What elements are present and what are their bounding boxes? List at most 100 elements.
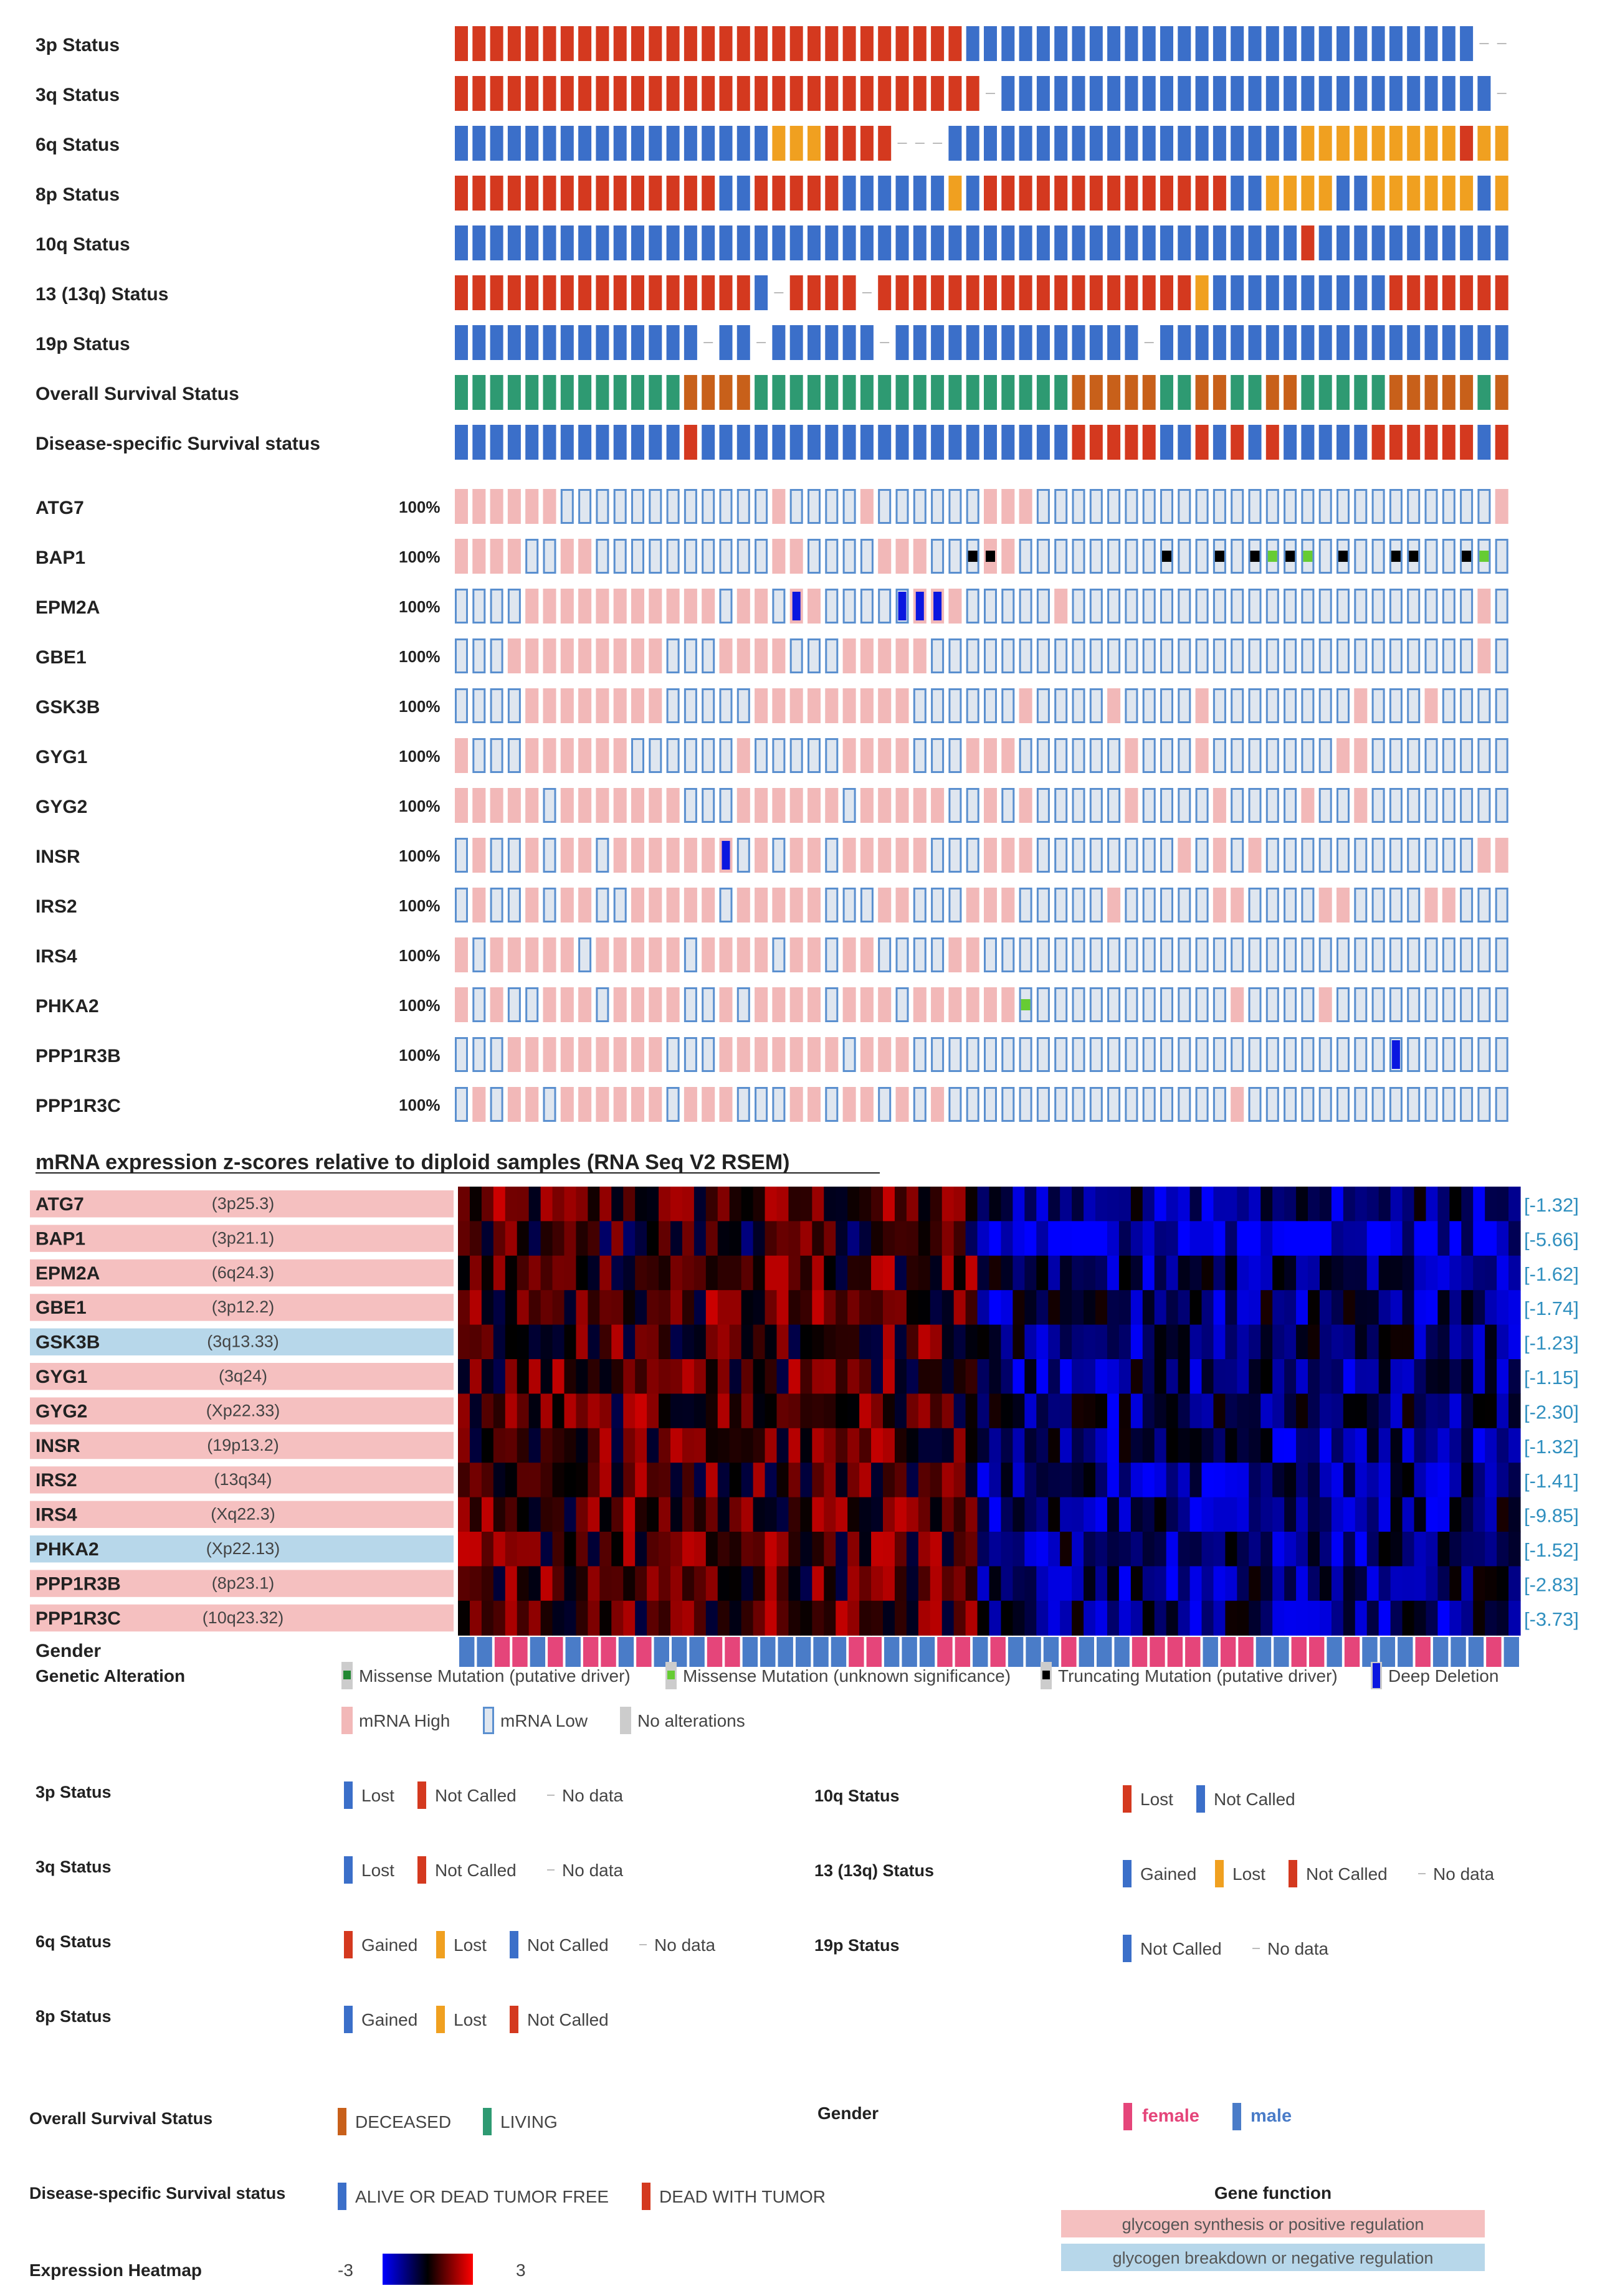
mrna-low-cell	[1160, 1087, 1173, 1122]
heatmap-cell	[1508, 1187, 1521, 1222]
heatmap-cell	[883, 1600, 895, 1636]
heatmap-cell	[1402, 1532, 1415, 1567]
heatmap-cell	[953, 1497, 966, 1532]
heatmap-cell	[1272, 1428, 1285, 1463]
mrna-low-cell	[789, 738, 803, 773]
heatmap-cell	[1473, 1566, 1485, 1601]
heatmap-cell	[458, 1221, 470, 1256]
heatmap-cell	[705, 1428, 718, 1463]
heatmap-cell	[611, 1393, 624, 1429]
heatmap-cell	[788, 1187, 801, 1222]
heatmap-cell	[599, 1359, 612, 1394]
mrna-high-cell	[666, 888, 680, 923]
mrna-low-cell	[1089, 539, 1103, 574]
heatmap-cell	[1060, 1393, 1072, 1429]
gender-cell	[849, 1637, 864, 1667]
heatmap-cell	[493, 1428, 506, 1463]
heatmap-cell	[599, 1255, 612, 1291]
clinical-cell	[1178, 76, 1191, 111]
heatmap-cell	[1414, 1532, 1427, 1567]
heatmap-cell	[682, 1428, 695, 1463]
mrna-low-cell	[1301, 638, 1315, 673]
heatmap-cell	[564, 1463, 577, 1498]
mrna-high-cell	[578, 688, 592, 723]
heatmap-cell	[812, 1532, 824, 1567]
heatmap-cell	[812, 1428, 824, 1463]
heatmap-cell	[1178, 1221, 1191, 1256]
heatmap-cell	[1390, 1393, 1403, 1429]
heatmap-cell	[1260, 1463, 1273, 1498]
heatmap-cell	[1178, 1566, 1191, 1601]
mrna-high-cell	[842, 987, 856, 1022]
clinical-cell	[772, 325, 786, 360]
heatmap-cell	[1390, 1359, 1403, 1394]
heatmap-cell	[859, 1566, 872, 1601]
heatmap-cell	[540, 1359, 553, 1394]
clinical-cell	[825, 325, 839, 360]
clinical-cell	[1477, 425, 1491, 460]
mrna-low-cell	[1477, 788, 1491, 823]
heatmap-cell	[1485, 1255, 1497, 1291]
clinical-cell	[842, 76, 856, 111]
heatmap-cell	[682, 1393, 695, 1429]
legend-swatch	[1123, 1935, 1132, 1962]
mrna-low-cell	[1160, 888, 1173, 923]
heatmap-cell	[670, 1428, 683, 1463]
heatmap-cell	[576, 1600, 588, 1636]
legend-text: No data	[562, 1861, 623, 1880]
heatmap-cell	[469, 1566, 482, 1601]
clinical-cell	[1125, 76, 1138, 111]
heatmap-cell	[1213, 1324, 1226, 1360]
missense-mark	[1267, 551, 1277, 562]
mrna-low-cell	[1354, 987, 1368, 1022]
heatmap-cell	[1449, 1497, 1462, 1532]
clinical-cell	[1354, 126, 1368, 161]
mrna-low-cell	[1495, 937, 1508, 972]
mrna-low-cell	[825, 888, 839, 923]
heatmap-cell	[800, 1532, 812, 1567]
heatmap-cell	[469, 1600, 482, 1636]
heatmap-cell	[847, 1359, 860, 1394]
heatmap-cell	[800, 1187, 812, 1222]
clinical-cell	[1265, 225, 1279, 260]
heatmap-cell	[1319, 1290, 1332, 1326]
gene-label: ATG7	[36, 498, 84, 518]
clinical-cell	[825, 176, 839, 211]
heatmap-cell	[505, 1428, 518, 1463]
heatmap-cell	[953, 1532, 966, 1567]
heatmap-cell	[859, 1290, 872, 1326]
heatmap-cell	[1319, 1566, 1332, 1601]
heatmap-cell	[1118, 1600, 1132, 1636]
heatmap-cell	[717, 1497, 730, 1532]
mrna-low-cell	[1495, 987, 1508, 1022]
heatmap-cell	[1213, 1187, 1226, 1222]
heatmap-cell	[859, 1532, 872, 1567]
heatmap-cell	[623, 1290, 636, 1326]
mrna-low-cell	[1107, 489, 1121, 524]
clinical-cell	[1125, 26, 1138, 61]
heatmap-cell	[540, 1393, 553, 1429]
clinical-cell	[1089, 176, 1103, 211]
mrna-high-cell	[472, 1087, 486, 1122]
heatmap-cell	[753, 1359, 766, 1394]
heatmap-cell	[623, 1393, 636, 1429]
heatmap-cell	[906, 1600, 919, 1636]
heatmap-cell	[1001, 1463, 1013, 1498]
heatmap-cell	[1084, 1221, 1096, 1256]
function-swatch	[1061, 2210, 1485, 2237]
legend-text: Not Called	[1306, 1864, 1388, 1884]
mrna-high-cell	[860, 937, 874, 972]
heatmap-locus: (3q24)	[219, 1367, 267, 1385]
heatmap-cell	[1154, 1324, 1167, 1360]
legend-item	[436, 1931, 445, 1958]
heatmap-cell	[1449, 1428, 1462, 1463]
heatmap-cell	[1048, 1255, 1060, 1291]
heatmap-cell	[989, 1463, 1002, 1498]
heatmap-cell	[1118, 1324, 1132, 1360]
heatmap-cell	[753, 1600, 766, 1636]
heatmap-gene: GYG2	[36, 1401, 87, 1421]
heatmap-cell	[717, 1463, 730, 1498]
clinical-cell	[878, 26, 892, 61]
heatmap-cell	[741, 1600, 754, 1636]
heatmap-cell	[941, 1359, 955, 1394]
